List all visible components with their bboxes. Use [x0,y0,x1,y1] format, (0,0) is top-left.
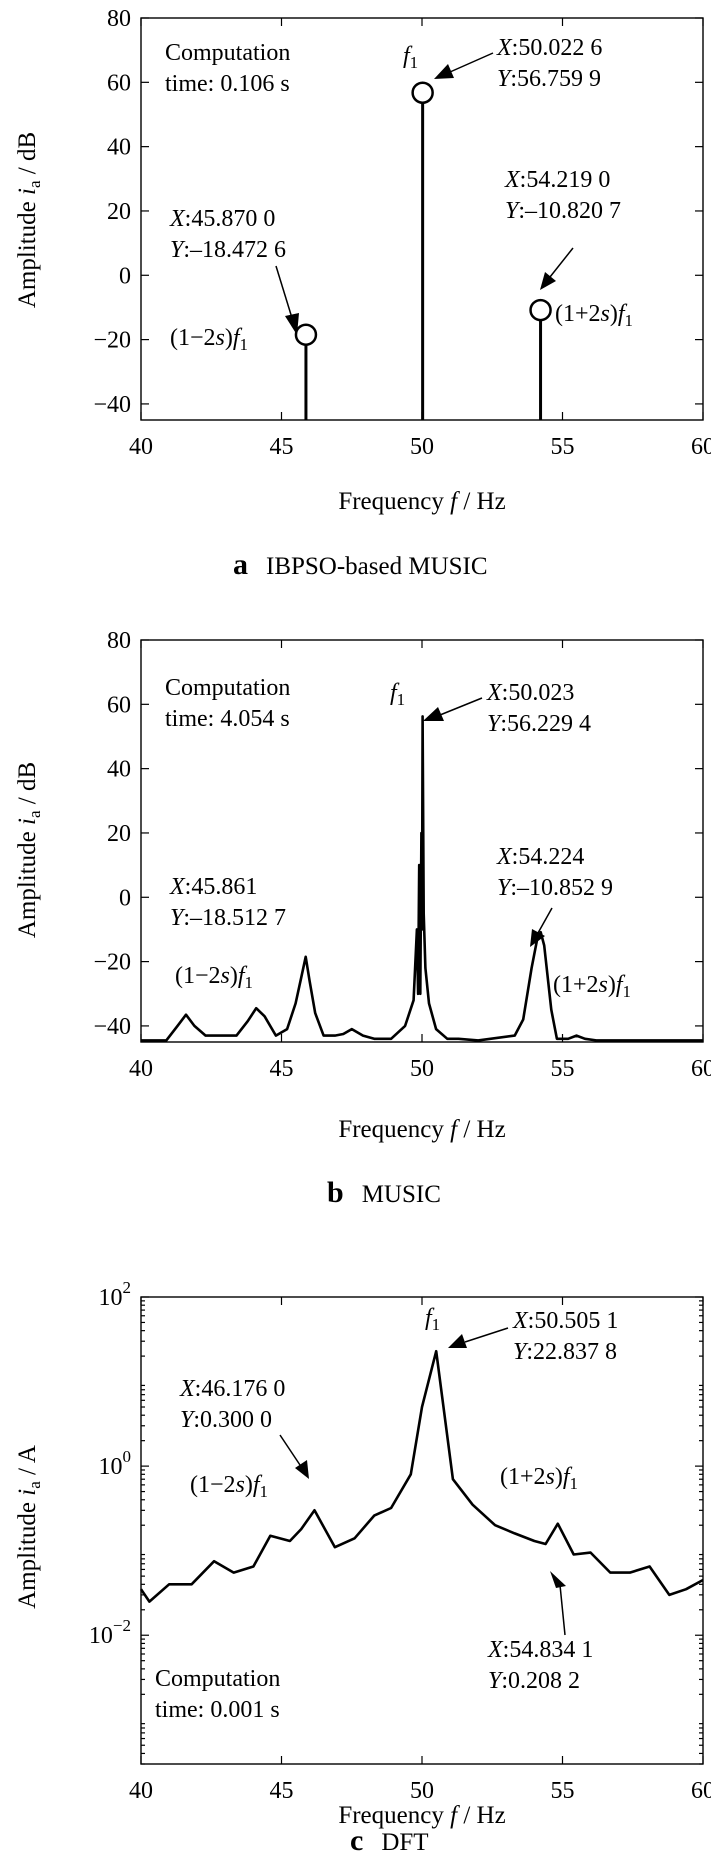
panel-a-peak-label-center: f1 [403,43,418,72]
panel-c-annotation-right: X:54.834 1 Y:0.208 2 [487,1637,599,1694]
panel-a-ytick-label: 20 [107,199,131,225]
panel-b-computation-note: Computation time: 4.054 s [165,675,296,732]
panel-a-computation-note: Computation time: 0.106 s [165,40,296,97]
panel-b-caption: b MUSIC [327,1176,441,1209]
panel-a-xtick-label: 55 [551,434,575,460]
panel-a-arrow-center [449,52,494,73]
panel-b-music: 40 45 50 55 60 −40 −20 0 20 40 60 80 Amplitude ia /… [14,628,711,1209]
panel-a-plot-area [294,81,552,420]
panel-a-annotation-right: X:54.219 0 Y:–10.820 7 [504,167,621,224]
panel-c-xtick-label: 60 [691,1778,711,1804]
panel-c-computation-note: Computation time: 0.001 s [155,1666,286,1723]
panel-a-ticks: 40 45 50 55 60 −40 −20 0 20 40 60 80 [93,6,711,460]
panel-a-xtick-label: 50 [410,434,434,460]
panel-b-xtick-label: 60 [691,1056,711,1082]
panel-c-xtick-label: 45 [270,1778,294,1804]
panel-b-peak-label-left: (1−2s)f1 [175,963,253,992]
panel-b-ytick-label: 0 [119,885,131,911]
panel-a-xlabel: Frequency f / Hz [338,488,505,515]
panel-b-peak-label-center: f1 [390,680,405,709]
panel-b-arrowhead-center [423,707,444,721]
panel-b-xtick-label: 45 [270,1056,294,1082]
panel-b-arrow-center [439,697,483,716]
panel-c-peak-label-right: (1+2s)f1 [500,1464,578,1493]
panel-b-ytick-label: 40 [107,757,131,783]
panel-c-caption: c DFT [350,1824,429,1857]
panel-c-arrowhead-center [448,1334,467,1348]
panel-a-arrowhead-left [285,313,299,335]
panel-c-arrow-right [559,1584,566,1636]
panel-c-ytick-label: 102 [99,1278,132,1311]
panel-b-xlabel: Frequency f / Hz [338,1116,505,1143]
panel-c-ytick-label: 10−2 [89,1616,131,1649]
panel-a-ytick-label: 60 [107,70,131,96]
panel-a-stem-marker-0 [294,323,318,346]
panel-b-annotation-center: X:50.023 Y:56.229 4 [486,680,591,737]
panel-c-annotation-center: X:50.505 1 Y:22.837 8 [512,1308,624,1365]
panel-b-ytick-label: −20 [93,950,131,976]
panel-a-arrow-right [549,247,574,278]
panel-c-ylabel: Amplitude ia / A [14,1445,44,1609]
panel-a-ylabel: Amplitude ia / dB [14,132,44,308]
panel-a-xtick-label: 40 [129,434,153,460]
panel-c-plot-area [139,1349,704,1603]
panel-c-annotation-left: X:46.176 0 Y:0.300 0 [179,1376,291,1433]
panel-c-arrow-center [464,1327,509,1343]
panel-c-xtick-label: 55 [551,1778,575,1804]
panel-a-ytick-label: −40 [93,392,131,418]
panel-c-xtick-label: 40 [129,1778,153,1804]
panel-c-peak-label-left: (1−2s)f1 [190,1472,268,1501]
panel-c-ticks: 40 45 50 55 60 10−2 100 102 [89,1278,711,1804]
panel-b-arrow-right [537,907,553,934]
panel-c-ytick-label: 100 [99,1447,132,1480]
panel-b-xtick-label: 50 [410,1056,434,1082]
panel-b-ytick-label: −40 [93,1014,131,1040]
panel-b-ytick-label: 20 [107,821,131,847]
panel-c-arrowhead-right [550,1571,566,1588]
panel-b-xtick-label: 40 [129,1056,153,1082]
panel-b-arrowhead-right [530,929,545,947]
panel-a-arrowhead-center [434,64,454,79]
panel-a-arrow-left [275,265,293,319]
panel-b-peak-label-right: (1+2s)f1 [553,972,631,1001]
panel-a-annotation-center: X:50.022 6 Y:56.759 9 [496,35,608,92]
panel-b-ylabel: Amplitude ia / dB [14,762,44,938]
panel-a-ytick-label: 40 [107,135,131,161]
panel-c-arrow-left [279,1434,301,1466]
panel-b-ytick-label: 80 [107,628,131,654]
panel-a-xtick-label: 45 [270,434,294,460]
panel-a-arrowhead-right [540,272,556,290]
panel-a-stem-marker-2 [529,298,552,322]
panel-c-axes-frame [140,1296,704,1765]
panel-b-ticks: 40 45 50 55 60 −40 −20 0 20 40 60 80 [93,628,711,1082]
panel-c-arrowhead-left [295,1460,309,1479]
panel-c-dft: 40 45 50 55 60 10−2 100 102 Amplitude ia / A Fr… [14,1278,711,1857]
panel-a-ytick-label: 0 [119,263,131,289]
panel-c-xlabel: Frequency f / Hz [338,1802,505,1829]
panel-c-xtick-label: 50 [410,1778,434,1804]
panel-a-caption: a IBPSO-based MUSIC [233,548,488,581]
panel-b-annotation-right: X:54.224 Y:–10.852 9 [496,844,613,901]
panel-b-annotation-left: X:45.861 Y:–18.512 7 [169,874,286,931]
panel-a-peak-label-right: (1+2s)f1 [555,301,633,330]
panel-c-spectrum-line [139,1349,704,1603]
panel-a-annotation-left: X:45.870 0 Y:–18.472 6 [169,206,286,263]
panel-b-ytick-label: 60 [107,692,131,718]
panel-b-xtick-label: 55 [551,1056,575,1082]
panel-a-ibpso-music: 40 45 50 55 60 −40 −20 0 20 40 60 80 Amplitude ia /… [14,6,711,581]
panel-a-peak-label-left: (1−2s)f1 [170,325,248,354]
panel-a-ytick-label: 80 [107,6,131,32]
panel-a-xtick-label: 60 [691,434,711,460]
panel-a-ytick-label: −20 [93,328,131,354]
panel-a-stem-marker-1 [411,81,434,104]
panel-c-peak-label-center: f1 [425,1305,440,1334]
